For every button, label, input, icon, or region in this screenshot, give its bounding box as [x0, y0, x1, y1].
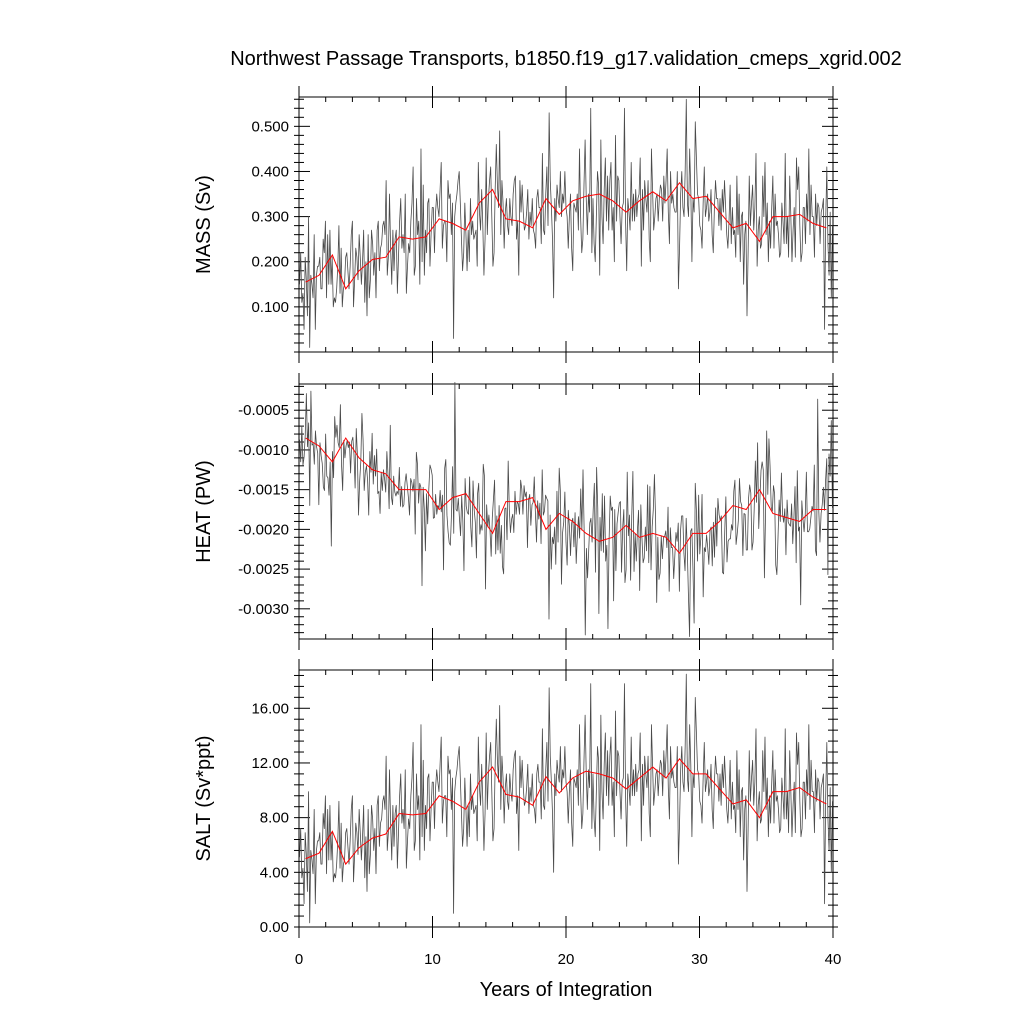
y-axis-title-heat: HEAT (PW)	[193, 460, 215, 563]
x-tick-label: 10	[424, 951, 441, 968]
panel-salt: 0.00 4.00 8.00 12.00 16.00 SALT (Sv*ppt)	[193, 659, 838, 938]
y-tick-label: 8.00	[260, 810, 289, 827]
y-tick-label: -0.0020	[238, 521, 289, 538]
y-tick-label: 0.300	[251, 209, 289, 226]
annual-mean-line-salt	[305, 758, 827, 866]
y-tick-label: 0.200	[251, 254, 289, 271]
y-tick-label: 4.00	[260, 864, 289, 881]
chart-title: Northwest Passage Transports, b1850.f19_…	[230, 48, 902, 70]
y-tick-label: -0.0025	[238, 561, 289, 578]
x-axis-title: Years of Integration	[480, 979, 653, 1001]
y-tick-label: 0.400	[251, 163, 289, 180]
monthly-line-heat	[299, 382, 833, 638]
y-tick-label: -0.0005	[238, 402, 289, 419]
x-tick-label: 40	[825, 951, 842, 968]
x-tick-label: 30	[691, 951, 708, 968]
monthly-line-salt	[299, 673, 833, 924]
y-tick-label: 16.00	[251, 700, 289, 717]
x-tick-label: 0	[295, 951, 303, 968]
y-axis-title-mass: MASS (Sv)	[193, 175, 215, 274]
y-tick-label: 0.00	[260, 919, 289, 936]
annual-mean-line-heat	[305, 437, 827, 555]
y-tick-label: 0.500	[251, 118, 289, 135]
annual-mean-line-mass	[305, 181, 827, 290]
x-tick-label: 20	[558, 951, 575, 968]
y-axis-title-salt: SALT (Sv*ppt)	[193, 736, 215, 862]
y-tick-label: -0.0030	[238, 601, 289, 618]
y-tick-label: -0.0010	[238, 442, 289, 459]
y-tick-label: 0.100	[251, 299, 289, 316]
panel-heat: -0.0030 -0.0025 -0.0020 -0.0015 -0.0010 -0.00…	[193, 373, 838, 650]
panel-mass: 0.100 0.200 0.300 0.400 0.500 MASS (Sv)	[193, 86, 838, 363]
y-tick-label: -0.0015	[238, 482, 289, 499]
y-tick-label: 12.00	[251, 755, 289, 772]
panels-group: 0.100 0.200 0.300 0.400 0.500 MASS (Sv) -0.003…	[193, 86, 841, 968]
